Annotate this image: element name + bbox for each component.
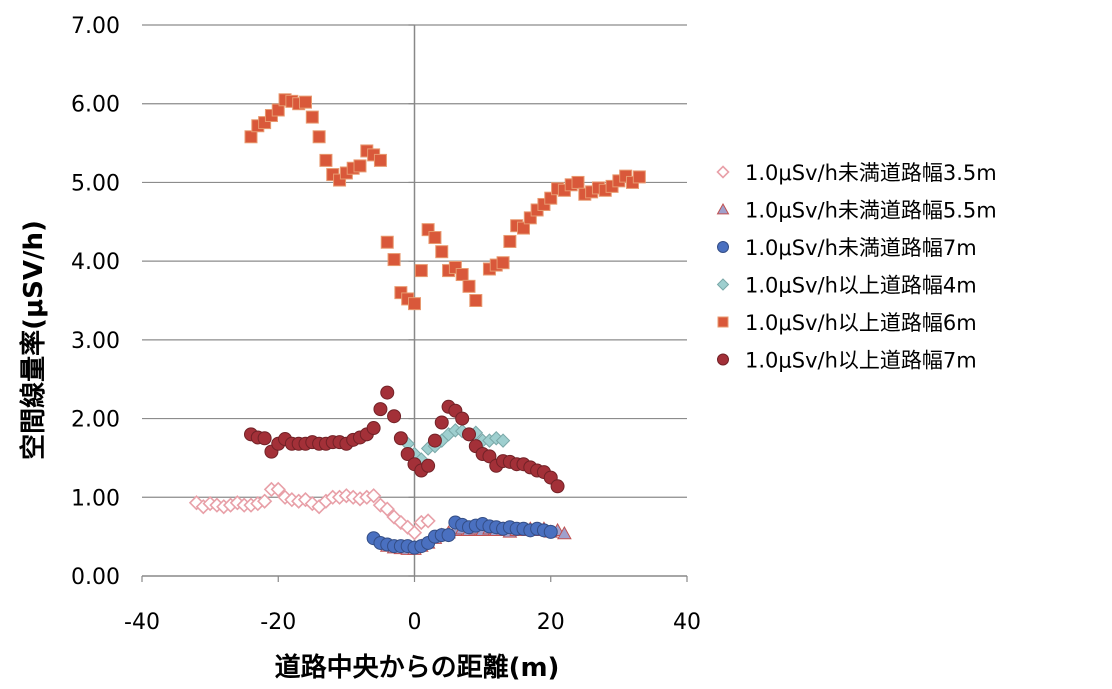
y-tick-label: 1.00 xyxy=(71,486,120,511)
data-point xyxy=(319,153,333,167)
data-point xyxy=(503,234,517,248)
data-point xyxy=(517,221,530,235)
data-point xyxy=(244,130,258,144)
data-point xyxy=(379,501,395,517)
data-point xyxy=(543,524,558,539)
data-point xyxy=(305,110,319,124)
legend-label: 1.0μSv/h以上道路幅6m xyxy=(745,311,977,335)
y-axis-title: 空間線量率(μSV/h) xyxy=(18,220,49,460)
data-point xyxy=(428,231,442,245)
legend-item: 1.0μSv/h以上道路幅7m xyxy=(717,349,977,373)
series-6 xyxy=(244,385,565,494)
legend-item: 1.0μSv/h以上道路幅4m xyxy=(716,274,977,298)
legend-marker xyxy=(716,278,730,291)
y-tick-label: 3.00 xyxy=(71,329,120,354)
y-tick-label: 7.00 xyxy=(71,14,120,39)
data-point xyxy=(434,415,449,430)
legend-label: 1.0μSv/h以上道路幅4m xyxy=(745,274,977,298)
data-point xyxy=(406,525,423,541)
data-point xyxy=(353,159,367,173)
data-point xyxy=(482,449,497,464)
legend-item: 1.0μSv/h未満道路幅7m xyxy=(717,236,977,260)
legend-item: 1.0μSv/h未満道路幅5.5m xyxy=(716,199,997,223)
data-point xyxy=(400,446,415,461)
data-point xyxy=(365,488,382,504)
legend-item: 1.0μSv/h未満道路幅3.5m xyxy=(716,161,997,185)
data-point xyxy=(469,294,483,307)
data-point xyxy=(420,513,436,529)
x-axis-title: 道路中央からの距離(m) xyxy=(275,652,560,683)
data-point xyxy=(435,245,449,259)
data-point xyxy=(495,433,511,448)
y-tick-label: 0.00 xyxy=(71,565,120,590)
legend-marker xyxy=(716,202,730,215)
legend-marker xyxy=(717,316,729,328)
legend-marker xyxy=(717,241,729,253)
data-point xyxy=(571,175,585,189)
data-point xyxy=(387,409,402,424)
x-tick-label: -40 xyxy=(124,610,160,635)
series-1 xyxy=(188,481,436,541)
legend-item: 1.0μSv/h以上道路幅6m xyxy=(717,311,977,335)
legend-marker xyxy=(717,353,729,366)
legend-marker xyxy=(716,165,730,179)
data-points xyxy=(188,93,646,555)
data-point xyxy=(256,493,273,509)
data-point xyxy=(380,235,394,249)
series-3 xyxy=(366,515,558,555)
legend-label: 1.0μSv/h未満道路幅3.5m xyxy=(745,161,997,185)
x-axis-ticks: -40 -20 0 20 40 xyxy=(124,576,701,635)
legend: 1.0μSv/h未満道路幅3.5m 1.0μSv/h未満道路幅5.5m 1.0μSv… xyxy=(716,161,997,373)
y-tick-label: 4.00 xyxy=(71,250,120,275)
data-point xyxy=(427,433,442,448)
y-tick-label: 2.00 xyxy=(71,408,120,433)
data-point xyxy=(632,170,646,184)
data-point xyxy=(380,385,395,400)
data-point xyxy=(393,431,408,446)
y-tick-label: 5.00 xyxy=(71,171,120,196)
data-point xyxy=(557,525,572,540)
data-point xyxy=(455,268,469,282)
data-point xyxy=(387,253,401,267)
data-point xyxy=(462,279,476,293)
data-point xyxy=(373,402,388,417)
y-tick-label: 6.00 xyxy=(71,93,120,118)
y-axis-ticks: 0.00 1.00 2.00 3.00 4.00 5.00 6.00 7.00 xyxy=(71,14,415,590)
data-point xyxy=(441,528,456,543)
x-tick-label: 0 xyxy=(408,610,422,635)
data-point xyxy=(257,431,272,446)
data-point xyxy=(299,95,312,109)
data-point xyxy=(312,130,326,144)
data-point xyxy=(414,264,428,278)
x-tick-label: -20 xyxy=(260,610,296,635)
data-point xyxy=(421,458,436,473)
legend-label: 1.0μSv/h未満道路幅5.5m xyxy=(745,199,997,223)
legend-label: 1.0μSv/h未満道路幅7m xyxy=(745,236,977,260)
legend-label: 1.0μSv/h以上道路幅7m xyxy=(745,349,977,373)
x-tick-label: 20 xyxy=(537,610,565,635)
series-5 xyxy=(244,93,646,311)
data-point xyxy=(550,479,565,494)
x-tick-label: 40 xyxy=(673,610,701,635)
data-point xyxy=(408,297,421,311)
data-point xyxy=(270,481,286,498)
data-point xyxy=(462,427,476,442)
data-point xyxy=(366,421,381,436)
data-point xyxy=(455,411,470,426)
data-point xyxy=(271,103,285,117)
data-point xyxy=(496,256,510,270)
data-point xyxy=(373,153,387,167)
